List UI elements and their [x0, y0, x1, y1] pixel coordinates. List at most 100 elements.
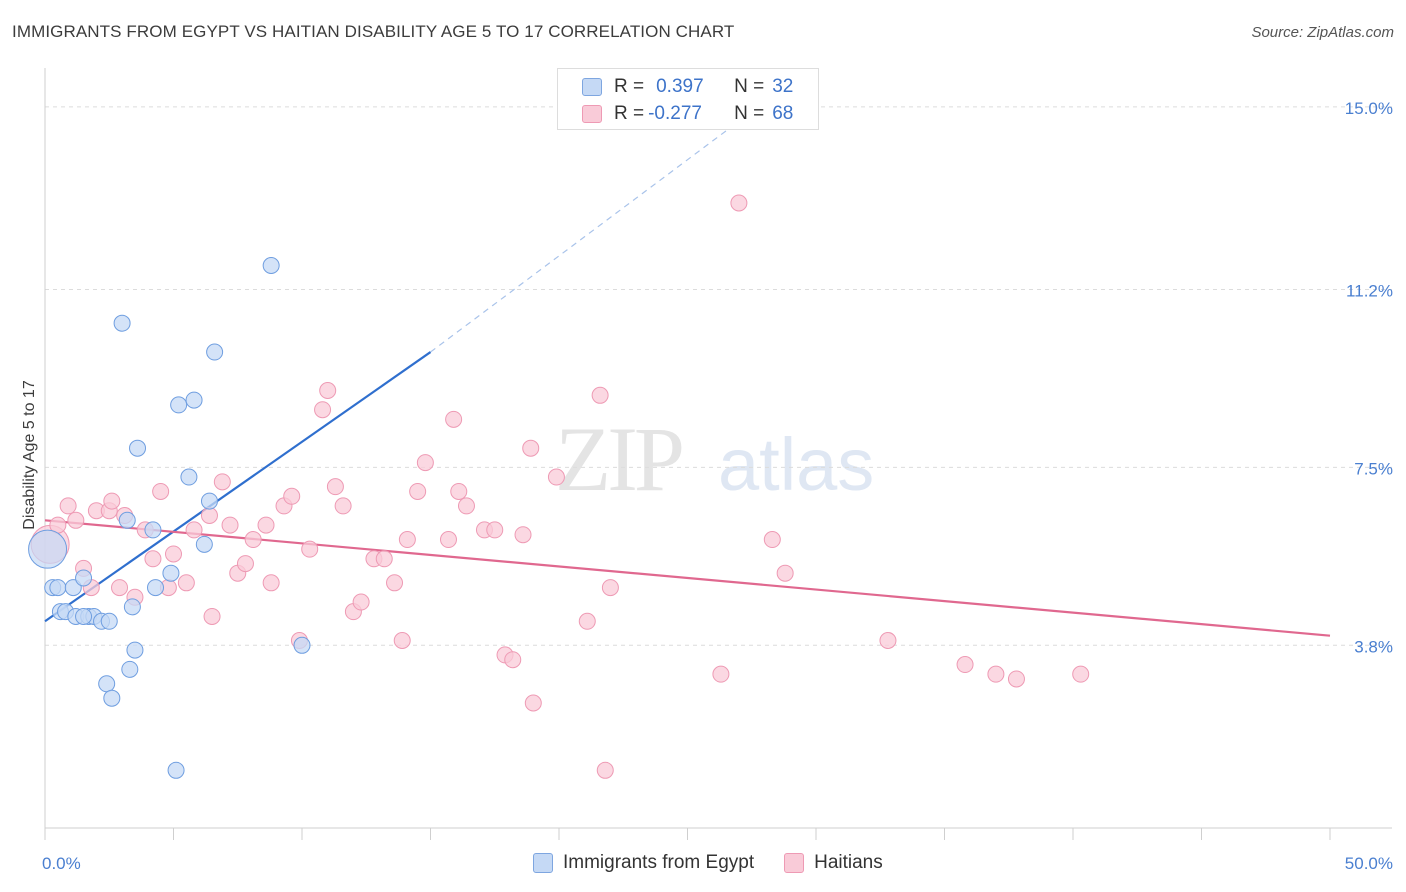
- n-value: 68: [772, 103, 794, 124]
- haitians-point: [59, 497, 77, 515]
- egypt-point: [180, 468, 198, 486]
- correlation-legend: R = 0.397 N = 32 R = -0.277 N = 68: [557, 68, 819, 130]
- haitians-point: [409, 482, 427, 500]
- haitians-point: [450, 482, 468, 500]
- haitians-point: [203, 607, 221, 625]
- source-label: Source: ZipAtlas.com: [1251, 24, 1394, 41]
- egypt-point: [144, 521, 162, 539]
- haitians-point: [486, 521, 504, 539]
- haitians-point: [319, 382, 337, 399]
- r-label: R =: [614, 103, 645, 124]
- egypt-point: [121, 660, 139, 678]
- haitians-point: [398, 531, 416, 549]
- haitians-point: [144, 550, 162, 568]
- haitians-point: [326, 478, 344, 496]
- n-label: N =: [734, 103, 765, 124]
- haitians-point: [763, 531, 781, 549]
- y-tick-label: 15.0%: [1345, 99, 1393, 118]
- trend-lines: [44, 130, 1331, 637]
- egypt-point: [293, 636, 311, 654]
- haitians-point: [987, 665, 1005, 683]
- haitians-point: [67, 511, 85, 529]
- egypt-point: [170, 396, 188, 414]
- watermark: ZIP atlas: [555, 408, 874, 510]
- haitians-point: [257, 516, 275, 534]
- haitians-point: [200, 507, 218, 524]
- haitians-point: [375, 550, 393, 568]
- watermark-zip: ZIP: [555, 408, 682, 510]
- egypt-point: [195, 535, 213, 553]
- haitians-point: [457, 497, 475, 515]
- haitians-point: [591, 386, 609, 404]
- n-label: N =: [734, 76, 765, 97]
- y-tick-label: 3.8%: [1354, 637, 1393, 656]
- egypt-point: [129, 439, 147, 457]
- haitians-point: [1007, 670, 1025, 688]
- x-tick-label: 50.0%: [1345, 854, 1393, 873]
- legend-row-haitians: R = -0.277 N = 68: [582, 102, 793, 126]
- haitians-point: [236, 555, 254, 573]
- haitians-point: [177, 574, 195, 592]
- haitians-point: [352, 593, 370, 611]
- haitians-point: [111, 579, 129, 597]
- egypt-trend-extension: [430, 130, 727, 353]
- y-tick-label: 11.2%: [1346, 282, 1393, 301]
- haitians-point: [314, 401, 332, 419]
- y-axis-title: Disability Age 5 to 17: [21, 380, 38, 530]
- egypt-point: [75, 569, 93, 587]
- egypt-trend-line: [44, 351, 432, 623]
- legend-swatch-egypt: [533, 853, 553, 873]
- egypt-point: [126, 641, 144, 659]
- legend-label-haitians: Haitians: [814, 852, 883, 873]
- haitians-point: [185, 521, 203, 539]
- haitians-point: [712, 665, 730, 683]
- haitians-point: [445, 410, 463, 428]
- series-legend: Immigrants from Egypt Haitians: [533, 852, 913, 874]
- egypt-point: [103, 689, 121, 707]
- tick-labels: 3.8% 7.5% 11.2% 15.0% 0.0% 50.0%: [42, 99, 1393, 873]
- haitians-point: [522, 439, 540, 457]
- haitians-point: [956, 656, 974, 674]
- r-label: R =: [614, 76, 645, 97]
- egypt-point: [100, 612, 118, 630]
- x-tick-label: 0.0%: [42, 854, 81, 873]
- legend-swatch-egypt: [582, 78, 602, 96]
- egypt-point: [98, 675, 116, 693]
- egypt-point: [167, 761, 185, 779]
- haitians-point: [730, 194, 748, 212]
- haitians-point: [578, 612, 596, 630]
- watermark-atlas: atlas: [718, 423, 874, 506]
- egypt-point: [75, 607, 93, 625]
- r-value: -0.277: [648, 103, 702, 124]
- haitians-point: [393, 632, 411, 649]
- egypt-point: [123, 598, 141, 616]
- egypt-point: [118, 511, 136, 529]
- legend-item-egypt[interactable]: Immigrants from Egypt: [533, 852, 754, 874]
- haitians-point: [103, 492, 121, 510]
- r-value: 0.397: [656, 76, 704, 97]
- egypt-point: [113, 314, 131, 332]
- legend-item-haitians[interactable]: Haitians: [784, 852, 883, 874]
- egypt-point: [206, 343, 224, 361]
- legend-swatch-haitians: [582, 105, 602, 123]
- legend-row-egypt: R = 0.397 N = 32: [582, 75, 793, 99]
- egypt-point: [185, 391, 203, 409]
- haitians-point: [514, 526, 532, 544]
- haitians-point: [221, 516, 239, 534]
- haitians-point: [416, 454, 434, 472]
- haitians-point: [152, 482, 170, 500]
- haitians-point: [334, 497, 352, 515]
- gridlines: [45, 106, 1392, 646]
- egypt-point: [49, 579, 67, 597]
- haitians-point: [262, 574, 280, 592]
- haitians-point: [601, 579, 619, 597]
- egypt-point: [147, 579, 165, 597]
- haitians-point: [504, 651, 522, 669]
- haitians-point: [165, 545, 182, 563]
- y-tick-label: 7.5%: [1354, 459, 1393, 478]
- haitians-point: [776, 564, 794, 582]
- legend-label-egypt: Immigrants from Egypt: [563, 852, 755, 873]
- legend-swatch-haitians: [784, 853, 805, 873]
- chart-title: IMMIGRANTS FROM EGYPT VS HAITIAN DISABIL…: [12, 22, 735, 41]
